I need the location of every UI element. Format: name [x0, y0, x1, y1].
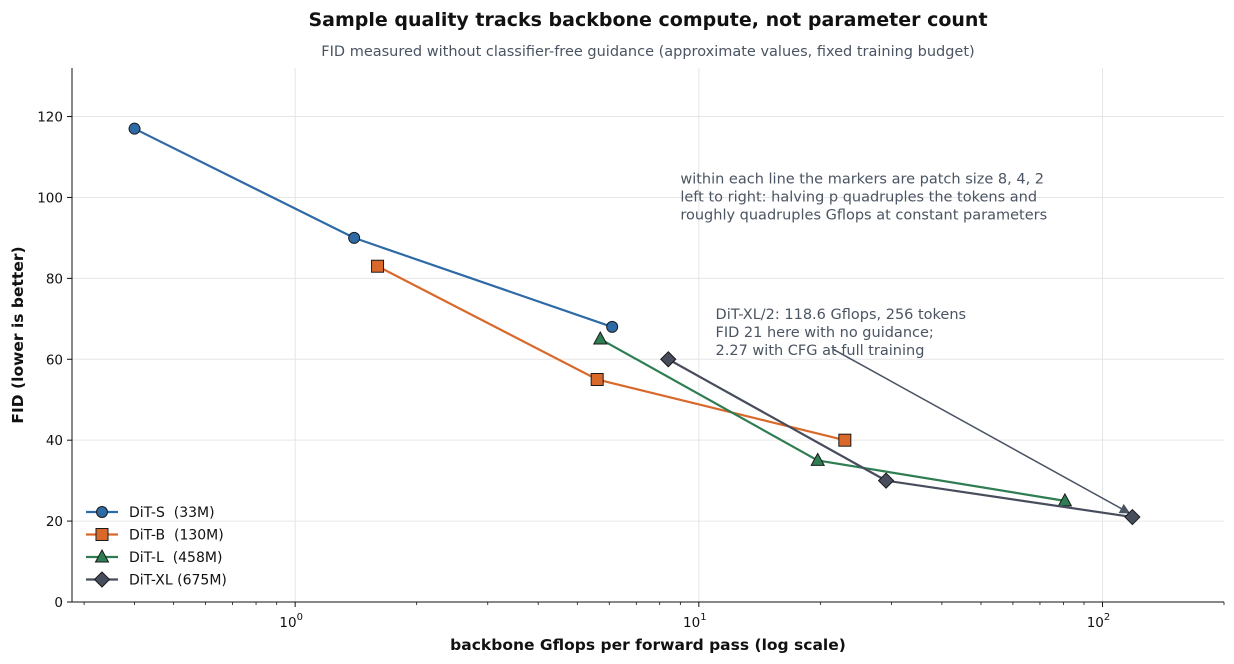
data-point: [660, 351, 677, 368]
legend: DiT-S (33M) DiT-B (130M) DiT-L (458M) DiT-X…: [86, 505, 227, 589]
legend-label: DiT-S (33M): [129, 505, 215, 521]
chart-subtitle: FID measured without classifier-free gui…: [321, 44, 974, 60]
y-tick-label: 60: [46, 352, 63, 368]
data-point: [592, 330, 608, 345]
legend-label: DiT-L (458M): [129, 550, 222, 566]
data-point: [877, 472, 895, 489]
legend-label: DiT-XL (675M): [129, 573, 227, 589]
y-tick-label: 120: [37, 110, 63, 126]
legend-swatch-marker: [94, 548, 110, 563]
annotation-patch-note: within each line the markers are patch s…: [680, 171, 1047, 223]
legend-item-0: DiT-S (33M): [86, 505, 215, 521]
series-0: [128, 122, 619, 333]
grid: [72, 68, 1224, 603]
data-point: [606, 320, 619, 333]
x-tick-label: 100: [279, 612, 303, 631]
legend-item-1: DiT-B (130M): [86, 528, 224, 544]
data-point: [590, 373, 604, 386]
data-point: [838, 433, 852, 447]
y-tick-label: 20: [46, 514, 63, 530]
axes: [67, 68, 1225, 607]
data-point: [1124, 508, 1141, 526]
x-tick-label: 102: [1087, 612, 1111, 631]
chart-title: Sample quality tracks backbone compute, …: [308, 9, 987, 31]
legend-item-3: DiT-XL (675M): [86, 571, 227, 589]
data-point: [371, 259, 385, 273]
x-tick-label: 101: [683, 612, 707, 631]
legend-swatch-marker: [95, 528, 109, 541]
series-1: [371, 259, 852, 447]
data-point: [128, 122, 141, 135]
legend-item-2: DiT-L (458M): [86, 548, 222, 566]
series-3: [660, 351, 1141, 526]
series-line: [134, 127, 613, 328]
legend-label: DiT-B (130M): [129, 528, 224, 544]
legend-swatch-marker: [93, 571, 111, 588]
series-2: [592, 330, 1073, 507]
y-tick-label: 100: [37, 190, 63, 206]
annotation-xl2-note: DiT-XL/2: 118.6 Gflops, 256 tokens FID 21…: [716, 307, 967, 359]
legend-swatch-marker: [96, 506, 108, 518]
tick-labels: 0 20 40 60 80 100 120 100 101 102: [37, 110, 1110, 631]
y-axis-label: FID (lower is better): [9, 246, 27, 423]
data-point: [1057, 492, 1073, 507]
y-tick-label: 0: [54, 595, 63, 611]
y-tick-label: 40: [46, 433, 63, 449]
annotations: within each line the markers are patch s…: [680, 171, 1131, 514]
x-axis-label: backbone Gflops per forward pass (log sc…: [450, 636, 846, 654]
series-layer: [128, 122, 1141, 526]
data-point: [348, 231, 361, 244]
data-point: [810, 452, 826, 466]
annotation-arrow: [832, 348, 1131, 514]
series-line: [667, 358, 1133, 519]
y-tick-label: 80: [46, 271, 63, 287]
